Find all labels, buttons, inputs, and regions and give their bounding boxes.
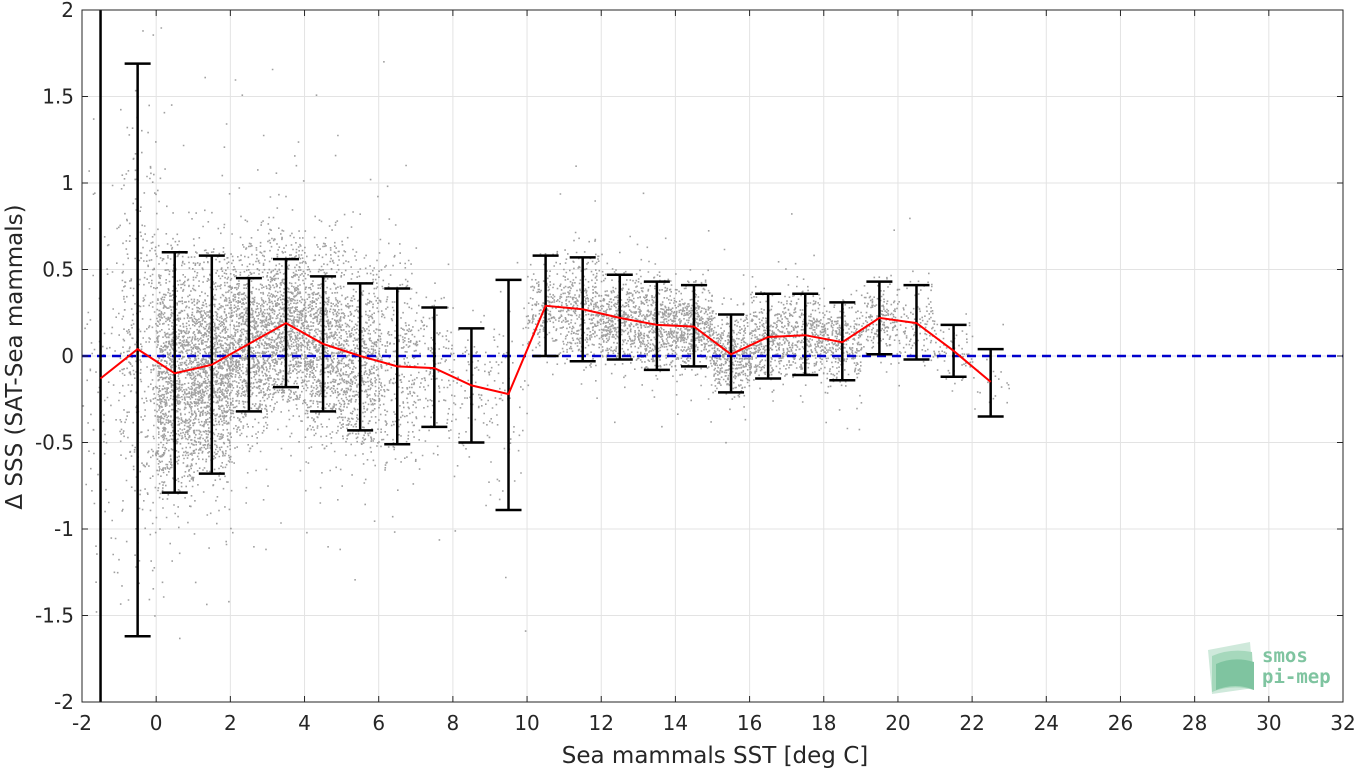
x-tick-label: 2 xyxy=(224,711,237,735)
x-tick-label: 24 xyxy=(1034,711,1059,735)
x-tick-label: 32 xyxy=(1330,711,1355,735)
axes-frame xyxy=(81,9,1344,703)
y-tick-label: 1 xyxy=(61,171,74,195)
smos-pi-mep-logo: smos pi-mep xyxy=(1208,642,1331,694)
x-tick-label: 14 xyxy=(663,711,688,735)
mean-line xyxy=(99,304,992,396)
logo-line-1: smos xyxy=(1262,645,1308,667)
y-tick-label: 2 xyxy=(61,0,74,22)
x-tick-label: -2 xyxy=(72,711,92,735)
y-tick-label: 0 xyxy=(61,344,74,368)
error-bar xyxy=(977,347,1004,418)
x-tick-labels: -2 0 2 4 6 8 10 12 14 16 18 20 22 24 26 28 30 32 xyxy=(72,711,1356,735)
y-tick-label: -0.5 xyxy=(35,431,74,455)
x-tick-label: 26 xyxy=(1108,711,1133,735)
y-tick-label: -1.5 xyxy=(35,604,74,628)
x-tick-label: 16 xyxy=(737,711,762,735)
x-tick-label: 30 xyxy=(1256,711,1281,735)
x-tick-label: 4 xyxy=(298,711,311,735)
x-tick-label: 28 xyxy=(1182,711,1207,735)
y-axis-label: Δ SSS (SAT-Sea mammals) xyxy=(2,204,28,509)
y-tick-label: -1 xyxy=(54,517,74,541)
y-tick-label: 0.5 xyxy=(42,258,74,282)
x-tick-label: 20 xyxy=(885,711,910,735)
y-tick-label: -2 xyxy=(54,690,74,714)
x-axis-label: Sea mammals SST [deg C] xyxy=(562,743,868,769)
x-tick-label: 22 xyxy=(959,711,984,735)
y-tick-labels: -2 -1.5 -1 -0.5 0 0.5 1 1.5 2 xyxy=(35,0,74,714)
x-tick-label: 0 xyxy=(150,711,163,735)
x-tick-label: 8 xyxy=(447,711,460,735)
y-tick-label: 1.5 xyxy=(42,85,74,109)
logo-line-2: pi-mep xyxy=(1262,666,1331,688)
x-tick-label: 6 xyxy=(372,711,385,735)
mean-series-line xyxy=(99,304,992,396)
logo-waves-icon xyxy=(1208,642,1254,694)
x-tick-label: 10 xyxy=(514,711,539,735)
x-tick-label: 18 xyxy=(811,711,836,735)
x-tick-label: 12 xyxy=(589,711,614,735)
